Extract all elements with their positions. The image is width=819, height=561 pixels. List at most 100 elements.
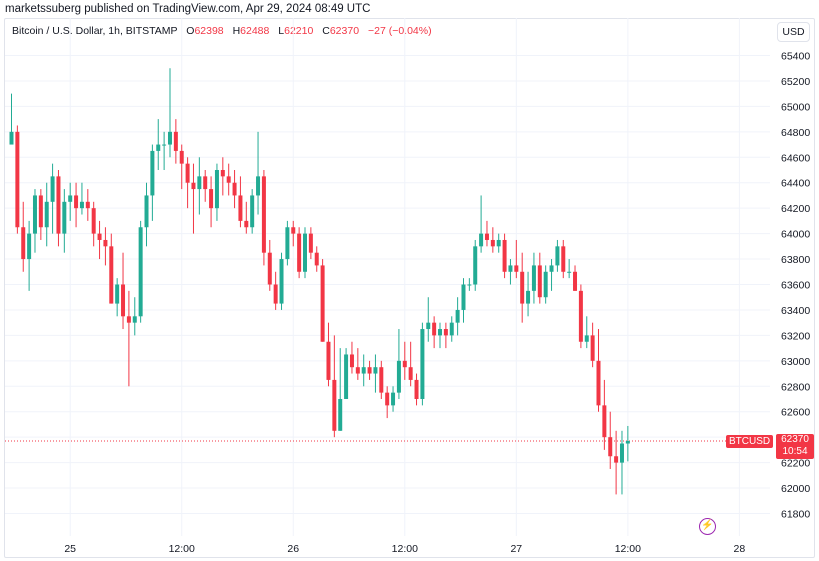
close-label: C xyxy=(322,25,330,37)
candle-up xyxy=(214,170,219,209)
y-tick-label: 65000 xyxy=(781,101,810,113)
y-tick-label: 62600 xyxy=(781,407,810,419)
candle-up xyxy=(156,144,161,151)
candle-down xyxy=(173,131,178,151)
candle-down xyxy=(103,239,108,247)
open-label: O xyxy=(186,25,195,37)
symbol-title[interactable]: Bitcoin / U.S. Dollar, 1h, BITSTAMP xyxy=(12,25,178,37)
candle-down xyxy=(573,271,578,291)
candle-down xyxy=(244,220,249,228)
high-label: H xyxy=(232,25,241,37)
candle-up xyxy=(256,176,261,196)
close-value: 62370 xyxy=(329,25,360,37)
candle-down xyxy=(332,379,337,431)
candle-up xyxy=(461,284,466,310)
candle-down xyxy=(355,367,360,374)
candle-down xyxy=(203,176,208,190)
candle-down xyxy=(385,392,390,406)
candle-up xyxy=(167,131,172,145)
candle-up xyxy=(68,195,73,202)
candle-up xyxy=(526,290,531,304)
candle-up xyxy=(391,392,396,406)
y-tick-label: 62000 xyxy=(781,483,810,495)
candle-up xyxy=(27,233,32,260)
candle-down xyxy=(261,176,266,253)
candle-down xyxy=(121,284,126,317)
change-value: −27 (−0.04%) xyxy=(367,25,432,37)
candle-down xyxy=(179,150,184,164)
currency-button[interactable]: USD xyxy=(777,22,810,42)
candle-up xyxy=(420,329,425,399)
y-tick-label: 62200 xyxy=(781,458,810,470)
x-tick-label: 12:00 xyxy=(615,543,641,555)
candle-down xyxy=(326,341,331,380)
candle-down xyxy=(443,329,448,336)
candle-down xyxy=(614,456,619,463)
last-price-tag: 62370 10:54 xyxy=(776,434,814,459)
high-value: 62488 xyxy=(240,25,270,37)
y-tick-label: 63400 xyxy=(781,305,810,317)
candle-down xyxy=(602,405,607,438)
candle-down xyxy=(238,195,243,221)
candle-up xyxy=(62,201,67,234)
candle-down xyxy=(209,189,214,209)
lightning-bolt-icon[interactable]: ⚡ xyxy=(699,518,716,535)
candle-down xyxy=(484,233,489,240)
candle-up xyxy=(455,309,460,323)
candle-up xyxy=(496,239,501,247)
candle-down xyxy=(126,316,131,323)
candle-down xyxy=(408,367,413,380)
candle-up xyxy=(115,284,120,304)
candle-up xyxy=(479,233,484,247)
candle-up xyxy=(373,367,378,374)
candle-up xyxy=(32,195,37,234)
candle-down xyxy=(191,182,196,190)
candle-up xyxy=(438,329,443,336)
candle-up xyxy=(508,265,513,272)
y-tick-label: 64000 xyxy=(781,229,810,241)
publisher-caption: marketssuberg published on TradingView.c… xyxy=(5,3,371,15)
candle-up xyxy=(9,131,14,145)
last-price-value: 62370 xyxy=(781,434,809,445)
x-tick-label: 28 xyxy=(734,543,746,555)
candle-down xyxy=(273,284,278,304)
candle-down xyxy=(514,265,519,272)
candle-down xyxy=(520,271,525,304)
candle-down xyxy=(74,195,79,209)
candle-up xyxy=(344,354,349,399)
x-tick-label: 26 xyxy=(287,543,299,555)
x-tick-label: 12:00 xyxy=(169,543,195,555)
candle-up xyxy=(197,176,202,190)
candle-up xyxy=(549,265,554,272)
y-tick-label: 64800 xyxy=(781,127,810,139)
candle-down xyxy=(21,227,26,260)
x-tick-label: 25 xyxy=(64,543,76,555)
candle-down xyxy=(15,131,20,228)
candle-down xyxy=(379,367,384,393)
y-tick-label: 63200 xyxy=(781,330,810,342)
candle-up xyxy=(279,259,284,304)
candle-down xyxy=(349,354,354,368)
y-tick-label: 61800 xyxy=(781,509,810,521)
candle-down xyxy=(314,252,319,266)
candle-up xyxy=(250,195,255,228)
candle-up xyxy=(285,227,290,260)
y-tick-label: 62800 xyxy=(781,381,810,393)
chart-frame xyxy=(4,18,815,558)
low-value: 62210 xyxy=(284,25,314,37)
candle-down xyxy=(537,265,542,298)
candle-down xyxy=(185,163,190,183)
candle-down xyxy=(502,239,507,272)
candle-up xyxy=(625,440,630,444)
candle-up xyxy=(138,227,143,317)
candle-down xyxy=(297,233,302,272)
candle-up xyxy=(567,271,572,273)
open-value: 62398 xyxy=(194,25,224,37)
x-tick-label: 12:00 xyxy=(392,543,418,555)
candle-down xyxy=(232,182,237,196)
candle-up xyxy=(150,150,155,196)
candle-down xyxy=(578,290,583,342)
candle-down xyxy=(91,208,96,234)
candle-down xyxy=(561,246,566,272)
